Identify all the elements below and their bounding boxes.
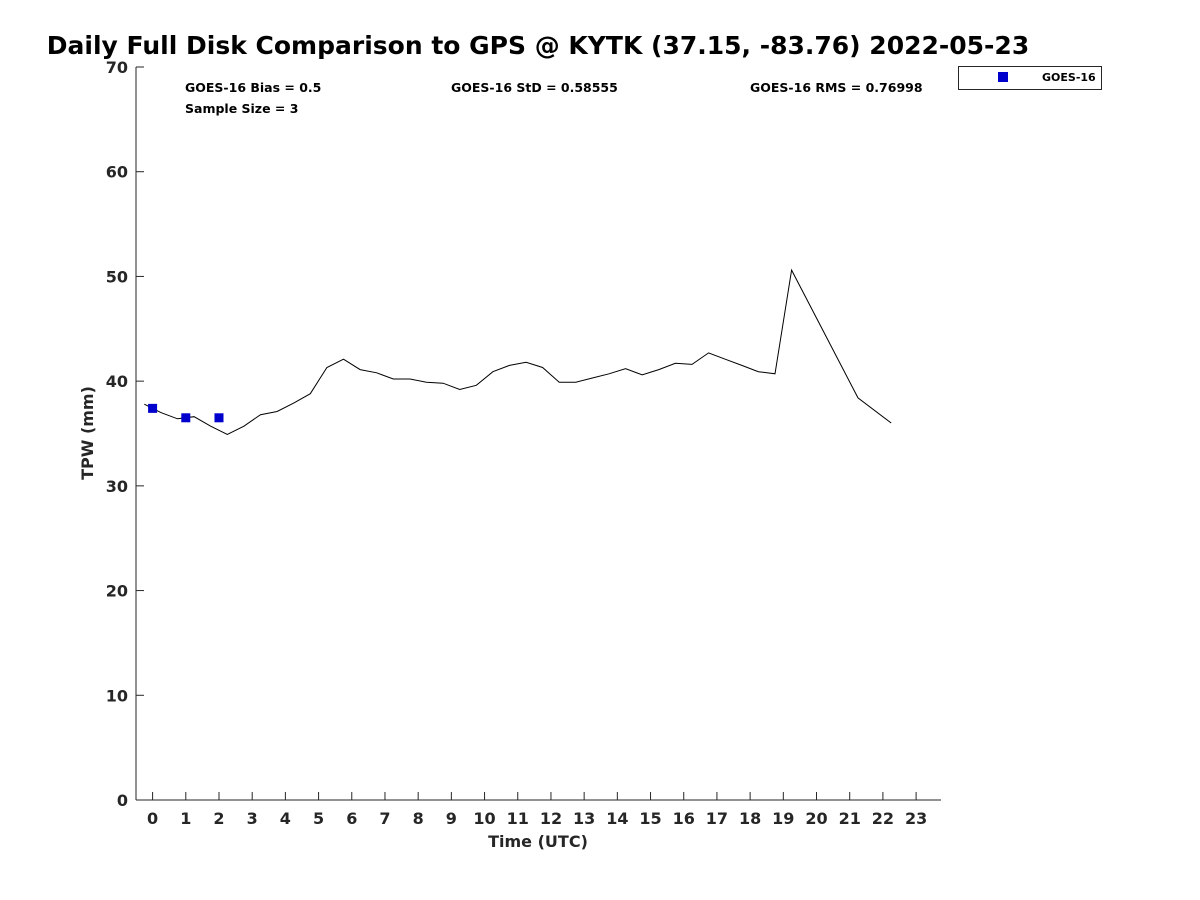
x-tick-label: 8 [413,809,424,828]
x-tick-label: 1 [180,809,191,828]
y-tick-label: 20 [106,582,128,601]
y-tick-label: 60 [106,163,128,182]
stat-bias: GOES-16 Bias = 0.5 [185,80,321,95]
y-axis-ticks: 0 10 20 30 40 50 60 70 [106,58,144,810]
y-tick-label: 10 [106,686,128,705]
x-tick-label: 17 [706,809,728,828]
stat-std: GOES-16 StD = 0.58555 [451,80,618,95]
x-tick-label: 15 [639,809,661,828]
x-tick-label: 14 [606,809,628,828]
legend: GOES-16 [958,66,1102,90]
y-tick-label: 50 [106,267,128,286]
series-line [144,268,892,436]
y-tick-label: 40 [106,372,128,391]
chart-title: Daily Full Disk Comparison to GPS @ KYTK… [47,31,1029,60]
legend-marker-goes16 [998,72,1008,82]
x-tick-label: 12 [540,809,562,828]
x-tick-label: 10 [473,809,495,828]
y-tick-label: 0 [117,791,128,810]
x-tick-label: 21 [839,809,861,828]
x-tick-label: 7 [379,809,390,828]
x-axis-ticks: 0 1 2 3 4 5 6 7 8 9 10 11 12 13 14 15 16 17 18 19 20 21 22 23 [147,792,927,828]
x-tick-label: 22 [872,809,894,828]
x-tick-label: 16 [673,809,695,828]
x-tick-label: 0 [147,809,158,828]
plot-area [135,67,941,801]
data-point-goes16 [181,413,191,423]
series-layer [144,268,892,436]
x-tick-label: 5 [313,809,324,828]
legend-box [958,66,1102,90]
x-tick-label: 20 [805,809,827,828]
stat-rms: GOES-16 RMS = 0.76998 [750,80,923,95]
x-tick-label: 6 [346,809,357,828]
x-tick-label: 11 [507,809,529,828]
stat-sample-size: Sample Size = 3 [185,101,298,116]
x-axis-label: Time (UTC) [488,832,588,851]
x-tick-label: 13 [573,809,595,828]
x-tick-label: 18 [739,809,761,828]
x-tick-label: 3 [247,809,258,828]
y-tick-label: 30 [106,477,128,496]
x-tick-label: 19 [772,809,794,828]
y-axis-label: TPW (mm) [78,386,97,480]
x-tick-label: 23 [905,809,927,828]
x-tick-label: 2 [213,809,224,828]
data-point-goes16 [148,403,158,413]
legend-label-goes16: GOES-16 [1042,71,1096,84]
y-tick-label: 70 [106,58,128,77]
x-tick-label: 4 [280,809,291,828]
data-point-goes16 [214,413,224,423]
x-tick-label: 9 [446,809,457,828]
